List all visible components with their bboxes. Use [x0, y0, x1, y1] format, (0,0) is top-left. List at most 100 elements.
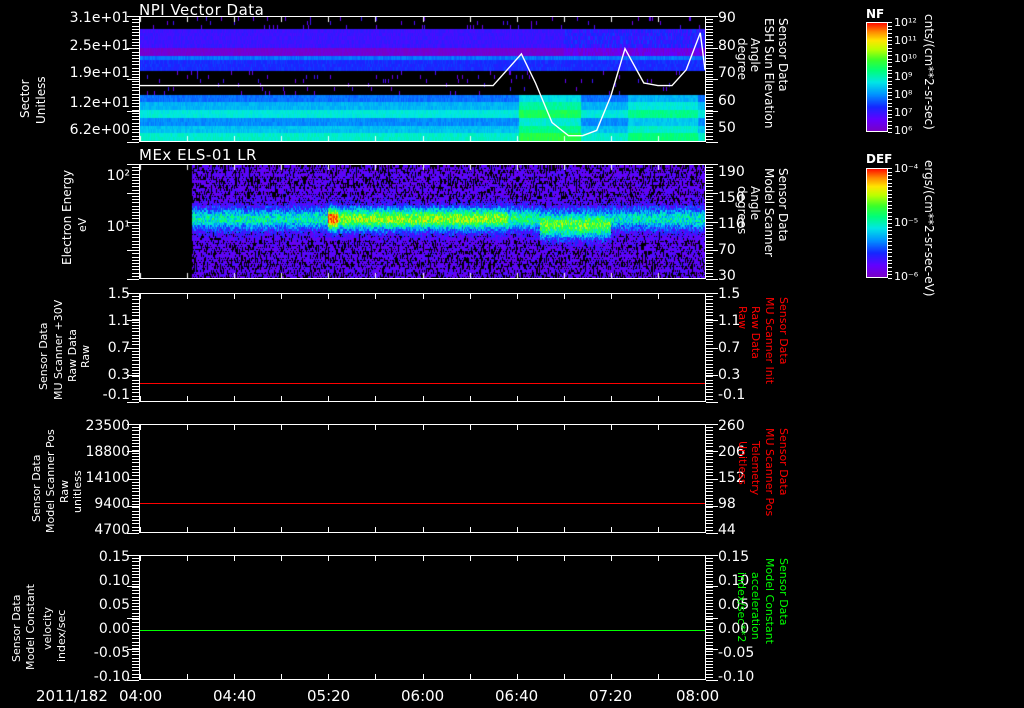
axis-tick [281, 527, 282, 532]
minor-tick [706, 507, 713, 508]
npi-spectrogram-canvas [140, 17, 705, 141]
p3-right-ytick-2: 0.7 [718, 340, 741, 356]
axis-tick [470, 674, 471, 679]
p4-ytick-1: 18800 [85, 444, 130, 460]
els-ylabel-ev: eV [76, 217, 89, 232]
minor-tick [706, 174, 713, 175]
p3-llabel-2: Raw Data [66, 329, 79, 382]
colorbar-tick [888, 260, 892, 261]
minor-tick [132, 84, 139, 85]
colorbar-tick [888, 197, 892, 198]
colorbar-tick [888, 205, 892, 206]
axis-tick [140, 674, 141, 679]
minor-tick [706, 263, 713, 264]
minor-tick [706, 244, 713, 245]
minor-tick [132, 482, 139, 483]
npi-right-ytick-0: 90 [718, 10, 736, 26]
minor-tick [132, 504, 139, 505]
minor-tick [132, 661, 139, 662]
axis-tick [375, 425, 376, 430]
minor-tick [132, 35, 139, 36]
nf-colorbar-label: NF [866, 7, 885, 21]
minor-tick [706, 389, 713, 390]
axis-tick [470, 425, 471, 430]
axis-tick [187, 527, 188, 532]
plot-model-scanner-pos-raw[interactable] [139, 424, 706, 533]
axis-tick [281, 556, 282, 561]
minor-tick [132, 110, 139, 111]
minor-tick [132, 670, 139, 671]
p4-llabel-2: Raw [58, 479, 71, 503]
minor-tick [706, 276, 713, 277]
nf-colorbar [866, 22, 888, 132]
minor-tick [706, 35, 713, 36]
minor-tick [706, 613, 713, 614]
minor-tick [132, 183, 139, 184]
minor-tick [132, 335, 139, 336]
minor-tick [706, 437, 713, 438]
minor-tick [132, 45, 139, 46]
minor-tick [132, 344, 139, 345]
minor-tick [132, 202, 139, 203]
minor-tick [132, 367, 139, 368]
minor-tick [132, 443, 139, 444]
minor-tick [132, 276, 139, 277]
plot-npi-vector-data[interactable] [139, 16, 706, 142]
colorbar-tick [888, 110, 892, 111]
sun-elevation-overlay [140, 32, 705, 137]
major-tick [127, 586, 139, 587]
els-ylabel-energy: Electron Energy [60, 169, 74, 265]
minor-tick [132, 136, 139, 137]
minor-tick [706, 373, 713, 374]
def-tick-2: 10⁻⁶ [894, 270, 919, 283]
axis-tick [187, 294, 188, 299]
axis-tick [658, 674, 659, 679]
major-tick [706, 533, 718, 534]
axis-tick [234, 396, 235, 401]
els-right-ytick-2: 110 [718, 216, 745, 232]
p3-ytick-4: -0.1 [102, 387, 130, 403]
x-tick-1: 04:40 [213, 687, 257, 705]
minor-tick [132, 495, 139, 496]
minor-tick [132, 42, 139, 43]
minor-tick [706, 103, 713, 104]
minor-tick [132, 119, 139, 120]
colorbar-tick [888, 48, 892, 49]
p5-ytick-0: 0.15 [98, 549, 130, 565]
minor-tick [132, 491, 139, 492]
minor-tick [706, 61, 713, 62]
def-colorbar [866, 168, 888, 278]
plot-model-constant-velocity[interactable] [139, 555, 706, 680]
minor-tick [706, 495, 713, 496]
minor-tick [706, 574, 713, 575]
minor-tick [706, 386, 713, 387]
minor-tick [132, 565, 139, 566]
minor-tick [706, 183, 713, 184]
axis-tick [470, 396, 471, 401]
minor-tick [706, 514, 713, 515]
p3-right-ytick-3: 0.3 [718, 367, 741, 383]
p5-right-ytick-2: 0.05 [718, 597, 750, 613]
plot-mex-els-01-lr[interactable] [139, 164, 706, 279]
axis-tick [234, 674, 235, 679]
minor-tick [706, 593, 713, 594]
major-tick [706, 348, 718, 349]
minor-tick [706, 52, 713, 53]
minor-tick [132, 584, 139, 585]
axis-tick [658, 527, 659, 532]
major-tick [706, 555, 718, 556]
minor-tick [132, 632, 139, 633]
minor-tick [132, 674, 139, 675]
minor-tick [706, 354, 713, 355]
minor-tick [132, 677, 139, 678]
minor-tick [132, 177, 139, 178]
major-tick [127, 680, 139, 681]
minor-tick [132, 74, 139, 75]
p3-right-ytick-4: -0.1 [718, 387, 746, 403]
plot-mu-scanner-30v-raw[interactable] [139, 293, 706, 402]
colorbar-tick [888, 274, 892, 275]
minor-tick [706, 237, 713, 238]
minor-tick [132, 357, 139, 358]
major-tick [706, 680, 718, 681]
